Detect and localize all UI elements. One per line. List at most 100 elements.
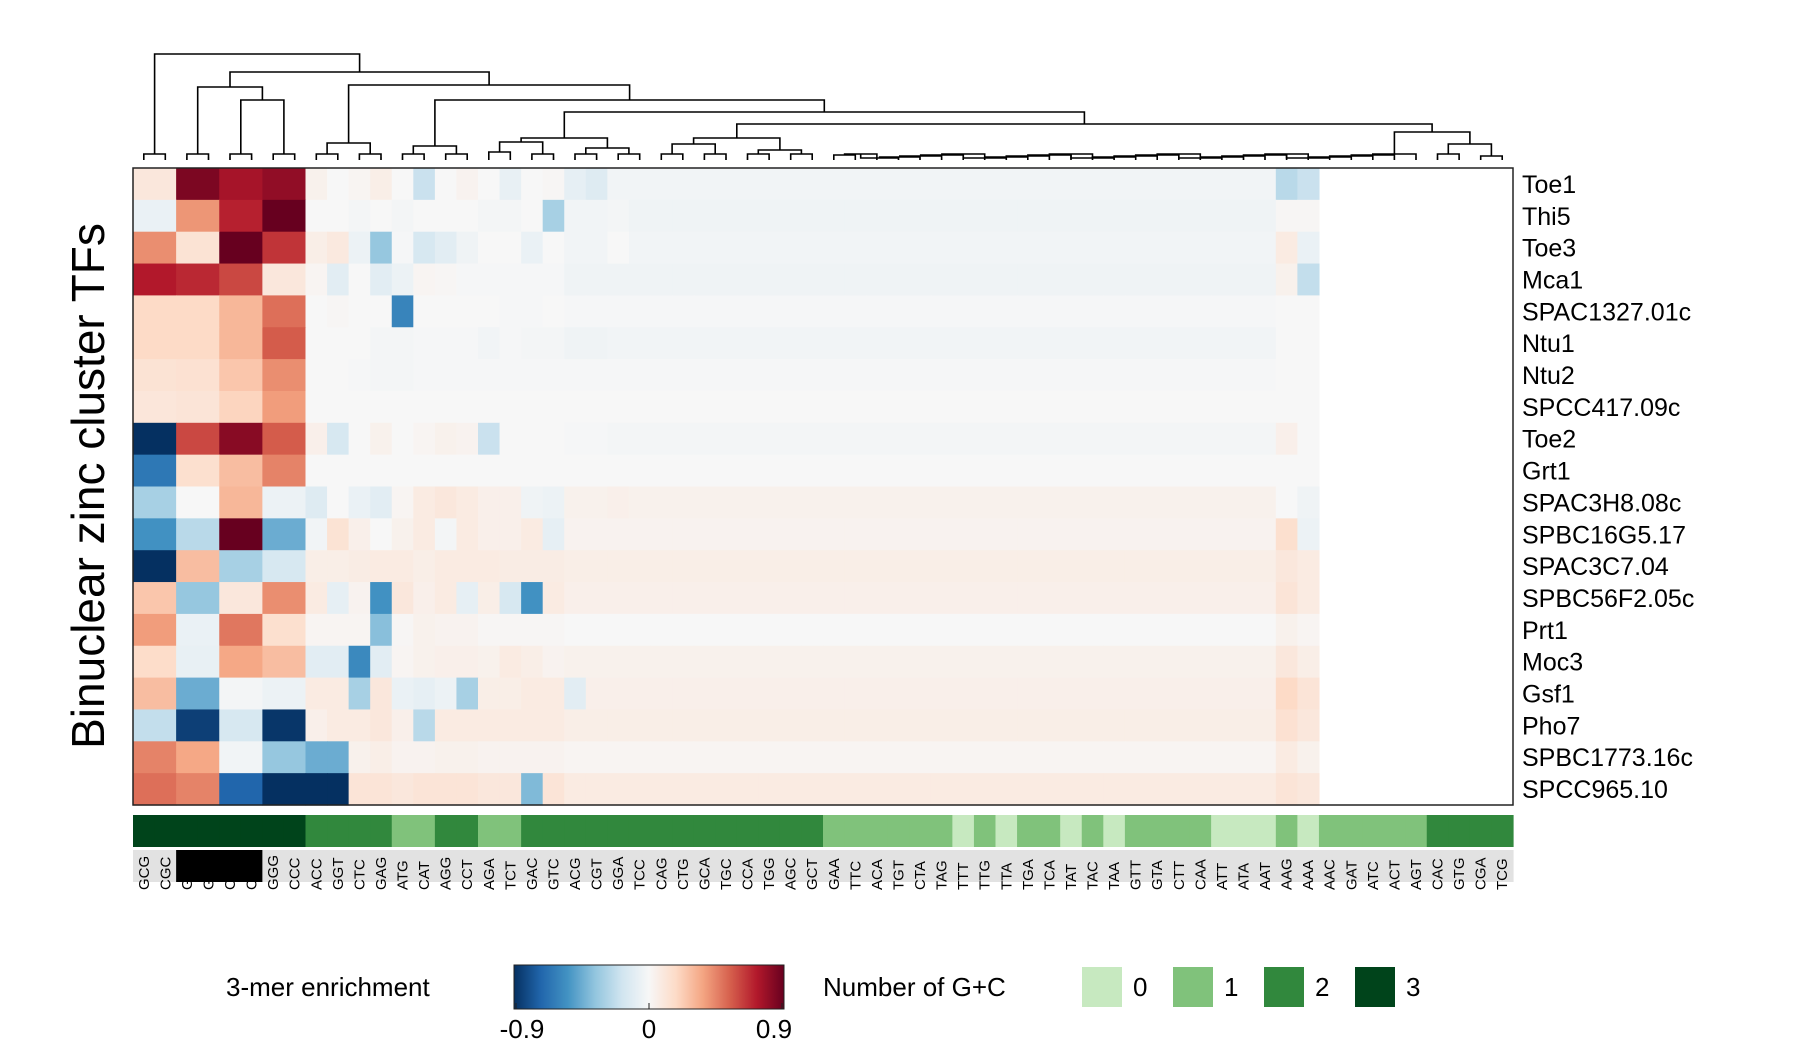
heatmap-cell [521, 359, 544, 392]
heatmap-cell [650, 295, 673, 328]
heatmap-cell [219, 486, 263, 519]
gc-count-cell [1189, 815, 1212, 847]
heatmap-cell [887, 327, 932, 360]
column-label: CTA [912, 861, 929, 890]
heatmap-cell [176, 327, 220, 360]
cpg-cell [779, 850, 803, 882]
heatmap-cell [348, 199, 371, 233]
heatmap-cell [391, 709, 414, 742]
heatmap-cell [585, 168, 608, 201]
heatmap-cell [736, 486, 759, 519]
column-label: TTA [998, 863, 1015, 890]
heatmap-cell [1103, 359, 1126, 392]
heatmap-cell [1254, 741, 1277, 774]
cpg-cell [1081, 850, 1104, 882]
heatmap-cell [628, 231, 652, 265]
heatmap-cell [930, 359, 1018, 392]
heatmap-cell [133, 327, 177, 360]
heatmap-cell [1103, 390, 1126, 424]
column-label: GAG [373, 857, 390, 890]
heatmap-cell [672, 231, 695, 265]
heatmap-cell [1211, 295, 1255, 328]
row-label: Ntu2 [1522, 362, 1575, 390]
heatmap-cell [585, 486, 608, 519]
heatmap-cell [736, 422, 759, 456]
heatmap-cell [305, 773, 328, 806]
heatmap-cell [801, 709, 824, 742]
heatmap-cell [866, 773, 889, 806]
heatmap-cell [887, 422, 932, 456]
heatmap-cell [564, 422, 587, 456]
cpg-cell [133, 850, 156, 882]
column-label: GCT [804, 858, 821, 890]
gc-count-cell [758, 815, 781, 847]
heatmap-cell [628, 645, 652, 679]
heatmap-cell [1017, 709, 1083, 742]
heatmap-cell [585, 231, 608, 265]
heatmap-cell [1297, 327, 1320, 360]
heatmap-cell [499, 199, 522, 233]
heatmap-cell [758, 645, 803, 679]
dendrogram-branch [358, 153, 382, 160]
heatmap-cell [672, 168, 695, 201]
heatmap-cell [887, 231, 932, 265]
heatmap-cell [478, 263, 501, 296]
heatmap-cell [176, 709, 220, 742]
heatmap-cell [542, 613, 565, 647]
heatmap-cell [1081, 550, 1104, 583]
dendrogram-branch [520, 137, 609, 148]
heatmap-cell [434, 709, 458, 742]
heatmap-cell [585, 518, 608, 551]
heatmap-cell [133, 454, 177, 488]
heatmap-cell [542, 709, 565, 742]
cpg-cell [1448, 850, 1471, 882]
gc-count-cell [1362, 815, 1385, 847]
heatmap-cell [672, 327, 695, 360]
heatmap-cell [823, 582, 846, 615]
heatmap-cell [758, 613, 803, 647]
heatmap-cell [823, 231, 846, 265]
heatmap-cell [456, 231, 479, 265]
gc-count-cell [887, 815, 910, 847]
heatmap-cell [413, 390, 436, 424]
heatmap-cell [499, 677, 522, 711]
heatmap-cell [1081, 263, 1104, 296]
heatmap-cell [758, 422, 803, 456]
heatmap-cell [327, 327, 350, 360]
heatmap-cell [1297, 263, 1320, 296]
heatmap-cell [456, 582, 479, 615]
heatmap-cell [607, 582, 630, 615]
heatmap-cell [478, 168, 501, 201]
heatmap-cell [133, 359, 177, 392]
heatmap-cell [607, 709, 630, 742]
heatmap-cell [348, 486, 371, 519]
heatmap-cell [758, 295, 803, 328]
gc-count-cell [219, 815, 242, 847]
heatmap-cell [823, 550, 846, 583]
column-label: ACC [308, 858, 325, 890]
heatmap-cell [133, 677, 177, 711]
column-label: AGG [438, 857, 455, 890]
heatmap-cell [499, 390, 522, 424]
heatmap-cell [1124, 582, 1212, 615]
column-label: AGC [783, 857, 800, 890]
heatmap-cell [1124, 709, 1212, 742]
heatmap-cell [823, 168, 846, 201]
heatmap-cell [176, 773, 220, 806]
heatmap-cell [693, 486, 738, 519]
gc-count-cell [176, 815, 199, 847]
heatmap-cell [133, 263, 177, 296]
cpg-cell [909, 850, 932, 882]
heatmap-cell [499, 359, 522, 392]
heatmap-cell [801, 582, 824, 615]
colorbar-label-min: -0.9 [500, 1014, 545, 1040]
gc-legend-swatch-1 [1173, 967, 1213, 1007]
heatmap-cell [305, 518, 328, 551]
heatmap-cell [478, 231, 501, 265]
heatmap-cell [844, 422, 867, 456]
heatmap-cell [176, 263, 220, 296]
heatmap-cell [133, 773, 177, 806]
dendrogram-branch [240, 99, 285, 154]
row-labels: Toe1 Thi5 Toe3 Mca1 SPAC1327.01c Ntu1 Ntu2 SPCC… [1522, 171, 1694, 804]
heatmap-cell [348, 231, 371, 265]
